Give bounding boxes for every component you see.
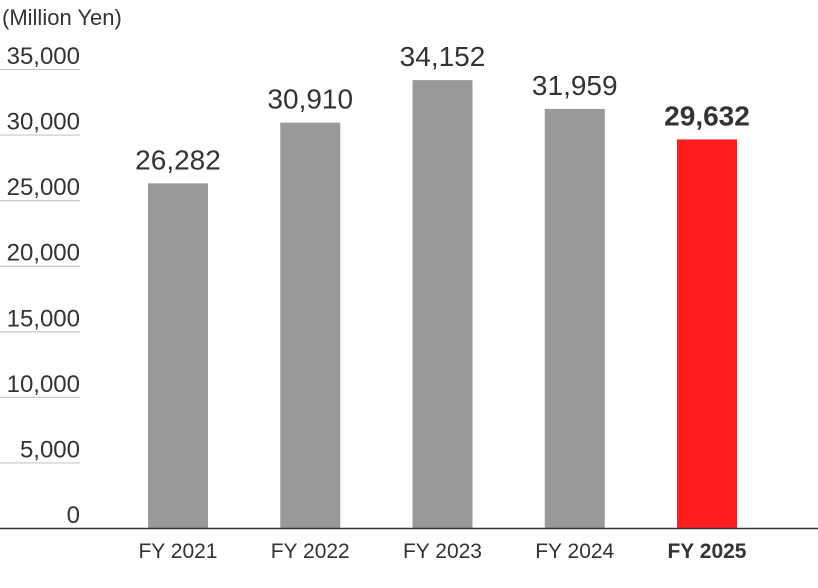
data-label: 30,910 (267, 84, 353, 115)
category-label: FY 2025 (667, 540, 746, 563)
category-label: FY 2023 (403, 540, 482, 563)
y-tick-label: 15,000 (7, 305, 80, 332)
y-tick-label: 10,000 (7, 371, 80, 398)
gridlines (0, 68, 80, 464)
bar-fy-2024 (544, 108, 605, 528)
y-tick-label: 35,000 (7, 43, 80, 70)
data-label: 34,152 (400, 41, 486, 72)
y-tick-label: 0 (67, 502, 80, 529)
category-label: FY 2024 (535, 540, 614, 563)
data-label: 26,282 (135, 144, 221, 175)
bar-fy-2025 (677, 139, 737, 528)
x-axis-category-labels: FY 2021 FY 2022 FY 2023 FY 2024 FY 2025 (138, 540, 746, 563)
y-tick-label: 5,000 (20, 436, 80, 463)
y-tick-label: 20,000 (7, 240, 80, 267)
category-label: FY 2021 (138, 540, 217, 563)
y-axis-tick-labels: 0 5,000 10,000 15,000 20,000 25,000 30,000 35,0… (7, 43, 80, 529)
y-tick-label: 30,000 (7, 109, 80, 136)
data-labels: 26,282 30,910 34,152 31,959 29,632 (135, 41, 750, 175)
bar-fy-2022 (280, 122, 341, 529)
bar-fy-2021 (148, 183, 208, 529)
bar-fy-2023 (412, 80, 473, 528)
data-label: 29,632 (664, 100, 750, 131)
y-tick-label: 25,000 (7, 174, 80, 201)
category-label: FY 2022 (271, 540, 350, 563)
bars (148, 80, 737, 529)
unit-label: (Million Yen) (2, 5, 122, 30)
data-label: 31,959 (532, 70, 618, 101)
